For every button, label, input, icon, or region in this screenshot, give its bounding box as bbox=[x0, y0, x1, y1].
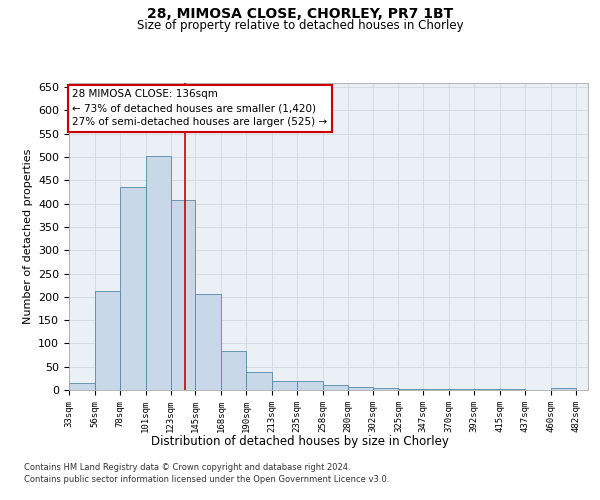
Bar bbox=[146, 156, 170, 390]
Bar bbox=[170, 200, 196, 390]
Bar bbox=[347, 387, 373, 390]
Bar bbox=[398, 388, 423, 390]
Bar bbox=[272, 381, 297, 390]
Bar bbox=[423, 388, 449, 390]
Bar bbox=[246, 372, 272, 390]
Bar bbox=[500, 388, 525, 390]
Bar bbox=[373, 388, 398, 390]
Bar bbox=[69, 383, 95, 390]
Bar bbox=[196, 294, 221, 390]
Text: Contains public sector information licensed under the Open Government Licence v3: Contains public sector information licen… bbox=[24, 475, 389, 484]
Bar bbox=[449, 388, 474, 390]
Y-axis label: Number of detached properties: Number of detached properties bbox=[23, 148, 32, 324]
Bar bbox=[120, 188, 146, 390]
Bar bbox=[297, 381, 323, 390]
Bar bbox=[551, 388, 575, 390]
Text: Contains HM Land Registry data © Crown copyright and database right 2024.: Contains HM Land Registry data © Crown c… bbox=[24, 462, 350, 471]
Bar bbox=[323, 385, 347, 390]
Text: 28 MIMOSA CLOSE: 136sqm
← 73% of detached houses are smaller (1,420)
27% of semi: 28 MIMOSA CLOSE: 136sqm ← 73% of detache… bbox=[73, 90, 328, 128]
Bar bbox=[221, 351, 246, 390]
Bar bbox=[474, 388, 500, 390]
Text: Size of property relative to detached houses in Chorley: Size of property relative to detached ho… bbox=[137, 19, 463, 32]
Text: 28, MIMOSA CLOSE, CHORLEY, PR7 1BT: 28, MIMOSA CLOSE, CHORLEY, PR7 1BT bbox=[147, 8, 453, 22]
Text: Distribution of detached houses by size in Chorley: Distribution of detached houses by size … bbox=[151, 435, 449, 448]
Bar bbox=[95, 291, 120, 390]
